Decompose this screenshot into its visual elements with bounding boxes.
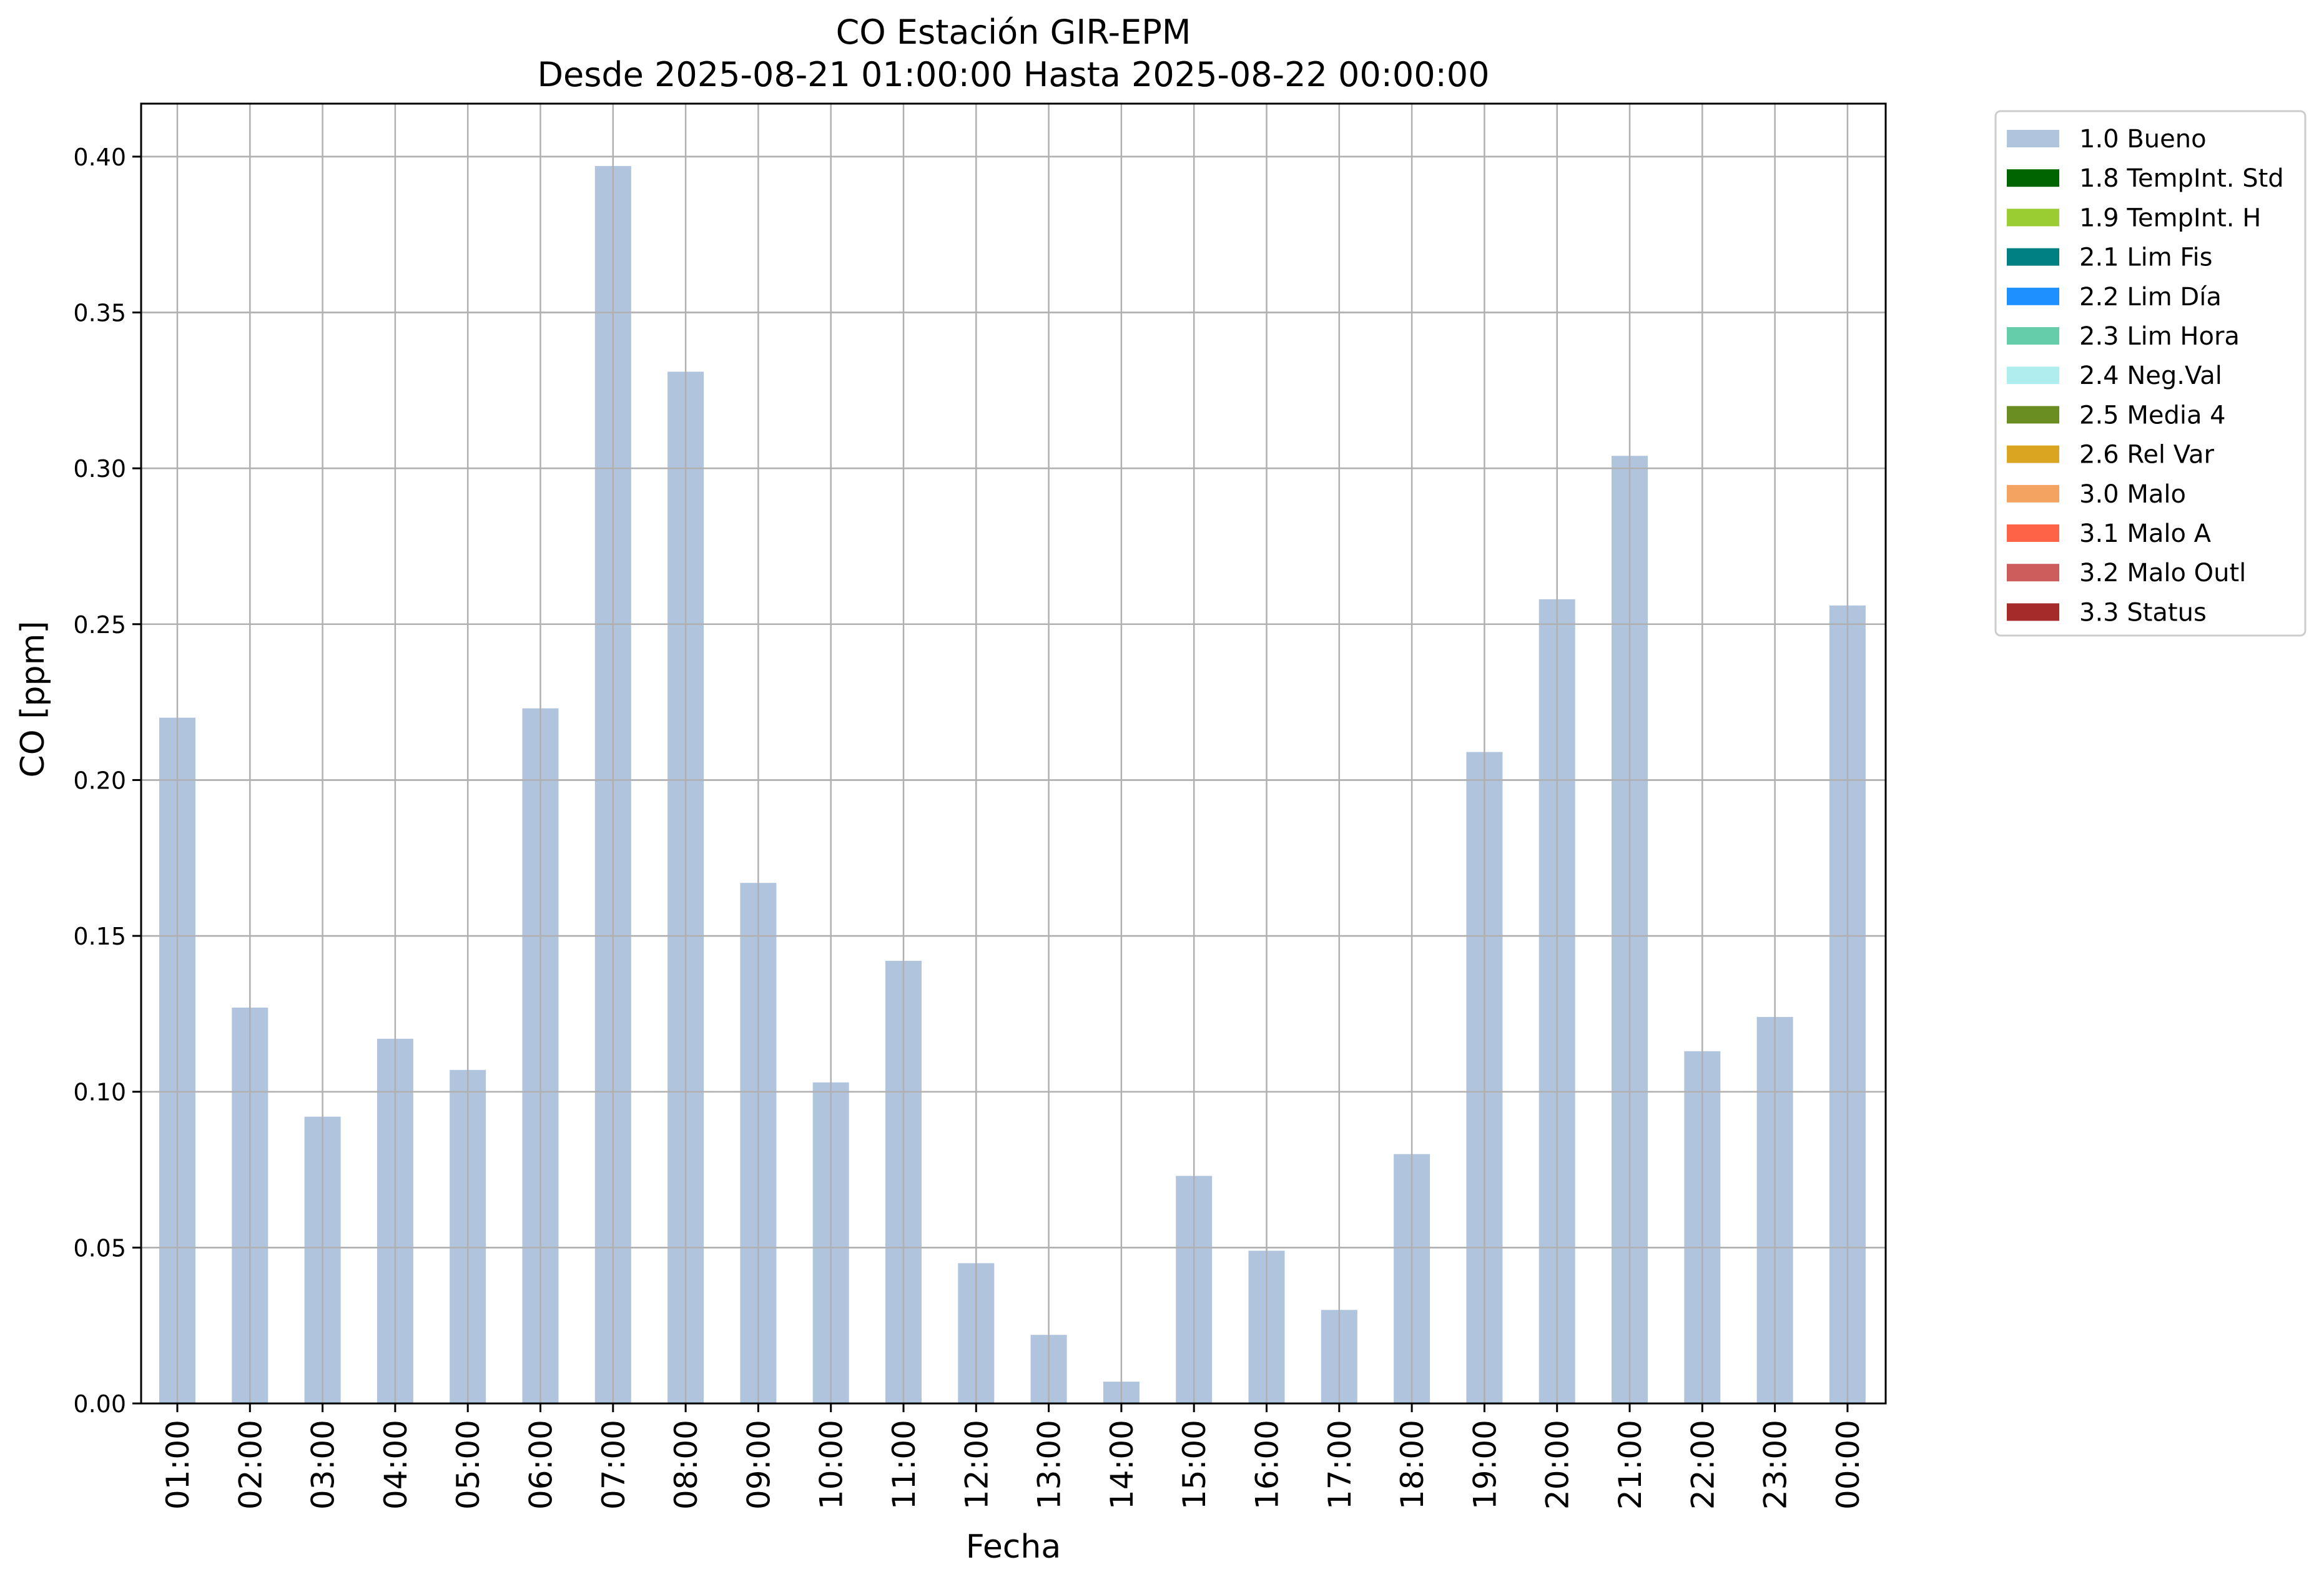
x-tick-label: 13:00: [1032, 1420, 1068, 1510]
x-tick-label: 15:00: [1176, 1420, 1213, 1510]
legend-label: 3.0 Malo: [2079, 480, 2186, 509]
legend-label: 1.0 Bueno: [2079, 125, 2207, 154]
legend-swatch: [2007, 603, 2059, 621]
legend-label: 1.8 TempInt. Std: [2079, 164, 2284, 193]
legend-label: 2.1 Lim Fis: [2079, 243, 2212, 272]
legend-label: 2.6 Rel Var: [2079, 441, 2215, 469]
x-tick-label: 19:00: [1467, 1420, 1503, 1510]
legend-label: 2.3 Lim Hora: [2079, 322, 2240, 351]
legend-label: 3.1 Malo A: [2079, 519, 2212, 548]
y-tick-label: 0.00: [73, 1390, 126, 1418]
x-tick-label: 11:00: [886, 1420, 922, 1510]
legend-swatch: [2007, 406, 2059, 424]
x-tick-label: 22:00: [1685, 1420, 1721, 1510]
legend-label: 3.2 Malo Outl: [2079, 559, 2246, 587]
x-tick-label: 02:00: [232, 1420, 268, 1510]
legend-label: 2.5 Media 4: [2079, 401, 2226, 430]
legend-swatch: [2007, 366, 2059, 385]
y-axis-label: CO [ppm]: [14, 621, 52, 777]
x-ticks: 01:00 02:00 03:00 04:00 05:00 06:00 07:00 08:00…: [160, 1403, 1866, 1510]
x-tick-label: 00:00: [1830, 1420, 1866, 1510]
y-tick-label: 0.40: [73, 144, 126, 171]
x-tick-label: 06:00: [523, 1420, 559, 1510]
chart-subtitle: Desde 2025-08-21 01:00:00 Hasta 2025-08-…: [537, 55, 1489, 94]
legend-label: 2.2 Lim Día: [2079, 283, 2222, 312]
legend-swatch: [2007, 524, 2059, 542]
y-tick-label: 0.35: [73, 300, 126, 327]
bars-group: [141, 155, 1886, 1405]
y-ticks: 0.00 0.05 0.10 0.15 0.20 0.25 0.30 0.35 0.40: [73, 144, 141, 1418]
legend-frame: [1994, 110, 2307, 637]
y-tick-label: 0.15: [73, 923, 126, 950]
x-tick-label: 10:00: [814, 1420, 850, 1510]
legend-swatch: [2007, 209, 2059, 227]
x-tick-label: 20:00: [1540, 1420, 1576, 1510]
legend-swatch: [2007, 564, 2059, 582]
plot-frame: [140, 102, 1887, 1405]
legend-swatch: [2007, 287, 2059, 305]
x-tick-label: 07:00: [596, 1420, 632, 1510]
x-axis-label: Fecha: [966, 1528, 1061, 1566]
legend-swatch: [2007, 445, 2059, 463]
legend-swatch: [2007, 248, 2059, 266]
chart-title: CO Estación GIR-EPM: [836, 12, 1191, 52]
x-tick-label: 12:00: [958, 1420, 995, 1510]
legend-swatch: [2007, 484, 2059, 503]
x-tick-label: 18:00: [1394, 1420, 1430, 1510]
x-tick-label: 14:00: [1104, 1420, 1140, 1510]
x-tick-label: 04:00: [378, 1420, 414, 1510]
y-tick-label: 0.20: [73, 767, 126, 794]
legend-swatch: [2007, 169, 2059, 187]
y-tick-label: 0.30: [73, 455, 126, 483]
y-tick-label: 0.05: [73, 1234, 126, 1262]
x-tick-label: 09:00: [741, 1420, 777, 1510]
legend-label: 3.3 Status: [2079, 598, 2207, 627]
legend-label: 2.4 Neg.Val: [2079, 361, 2222, 390]
x-tick-label: 03:00: [305, 1420, 342, 1510]
x-tick-label: 01:00: [160, 1420, 196, 1510]
legend-label: 1.9 TempInt. H: [2079, 204, 2261, 232]
x-tick-label: 16:00: [1249, 1420, 1286, 1510]
x-tick-label: 17:00: [1322, 1420, 1358, 1510]
legend-swatch: [2007, 327, 2059, 345]
y-tick-label: 0.25: [73, 611, 126, 639]
x-tick-label: 21:00: [1612, 1420, 1648, 1510]
x-tick-label: 08:00: [668, 1420, 704, 1510]
x-tick-label: 23:00: [1758, 1420, 1794, 1510]
legend: 1.0 Bueno 1.8 TempInt. Std 1.9 TempInt. H 2…: [1994, 110, 2307, 637]
x-tick-label: 05:00: [450, 1420, 486, 1510]
legend-swatch: [2007, 130, 2059, 147]
y-tick-label: 0.10: [73, 1079, 126, 1106]
